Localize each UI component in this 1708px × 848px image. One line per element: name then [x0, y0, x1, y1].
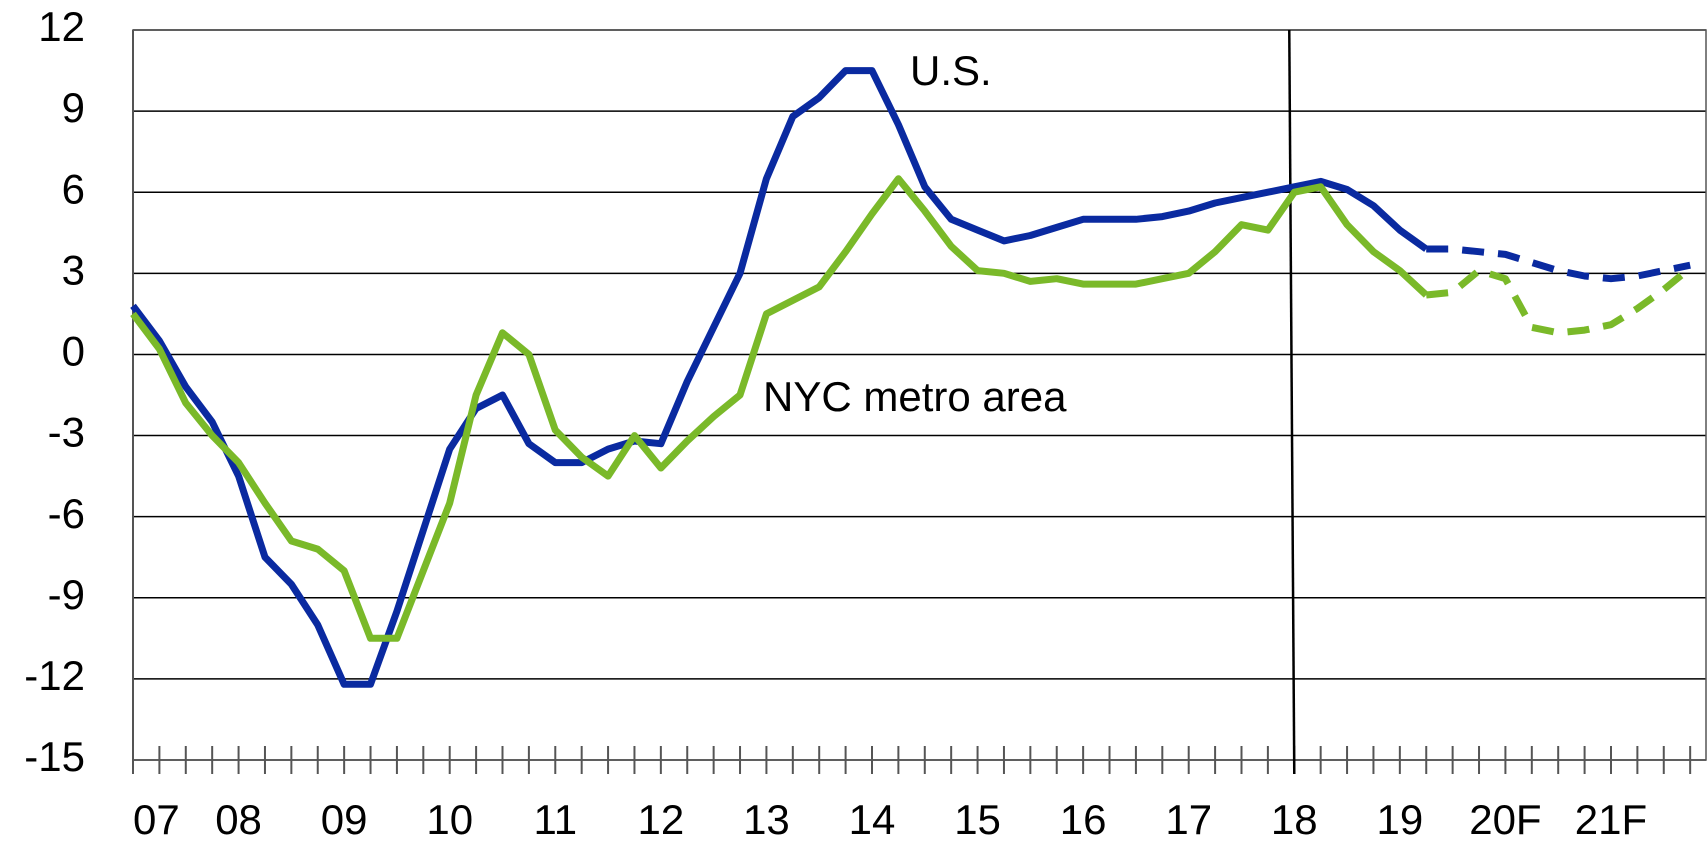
x-tick-label: 13	[743, 796, 790, 843]
y-tick-label: 3	[62, 246, 85, 293]
y-tick-label: -12	[24, 652, 85, 699]
y-tick-label: -6	[48, 490, 85, 537]
x-tick-label: 17	[1165, 796, 1212, 843]
x-tick-label: 12	[637, 796, 684, 843]
y-tick-label: 6	[62, 165, 85, 212]
x-tick-label: 08	[215, 796, 262, 843]
forecast-line	[1425, 265, 1693, 337]
y-tick-label: -9	[48, 571, 85, 618]
x-tick-label: 11	[533, 796, 577, 843]
series-line	[130, 175, 1429, 642]
x-tick-label: 19	[1376, 796, 1423, 843]
x-tick-label: 07	[133, 796, 180, 843]
divider-line	[1288, 29, 1296, 775]
series-label: NYC metro area	[763, 373, 1067, 420]
x-tick-label: 09	[321, 796, 368, 843]
y-tick-label: 0	[62, 328, 85, 375]
forecast-line	[1426, 245, 1691, 283]
y-tick-label: -3	[48, 409, 85, 456]
x-tick-label: 10	[426, 796, 473, 843]
x-tick-label: 15	[954, 796, 1001, 843]
x-tick-label: 16	[1060, 796, 1107, 843]
plot-frame	[132, 29, 1707, 761]
x-tick-label: 21F	[1575, 796, 1647, 843]
x-tick-label: 18	[1271, 796, 1318, 843]
x-tick-label: 20F	[1469, 796, 1541, 843]
x-tick-label: 14	[849, 796, 896, 843]
series-line	[130, 67, 1429, 688]
series-label: U.S.	[910, 47, 992, 94]
y-tick-label: -15	[24, 733, 85, 780]
y-tick-label: 9	[62, 84, 85, 131]
y-tick-label: 12	[38, 3, 85, 50]
